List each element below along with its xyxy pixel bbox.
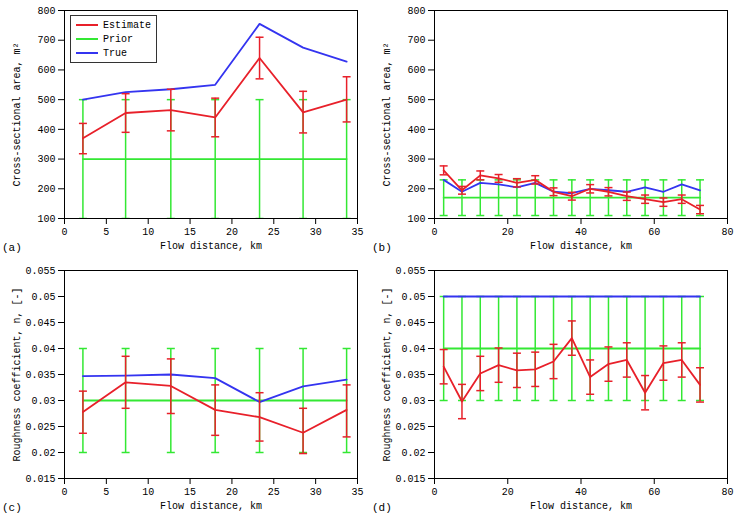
svg-text:0.055: 0.055 [395,266,425,277]
html-text:Estimate: Estimate [103,19,151,31]
svg-text:15: 15 [184,487,196,498]
svg-text:800: 800 [37,6,55,17]
svg-text:80: 80 [721,487,733,498]
svg-text:0.015: 0.015 [25,474,55,485]
svg-text:0: 0 [61,487,67,498]
html-text:(d): (d) [372,502,392,514]
svg-text:0.03: 0.03 [31,396,55,407]
svg-text:10: 10 [142,227,154,238]
svg-text:800: 800 [407,6,425,17]
html-text:(c): (c) [2,502,22,514]
svg-text:600: 600 [407,65,425,76]
svg-text:400: 400 [407,125,425,136]
svg-text:0: 0 [431,487,437,498]
svg-text:700: 700 [407,35,425,46]
svg-text:10: 10 [142,487,154,498]
svg-text:35: 35 [351,227,363,238]
svg-text:Cross-sectional area, m²: Cross-sectional area, m² [12,42,23,186]
svg-text:0.025: 0.025 [25,422,55,433]
svg-text:Flow distance, km: Flow distance, km [160,501,262,512]
svg-text:0.04: 0.04 [31,344,55,355]
svg-text:60: 60 [648,487,660,498]
svg-text:100: 100 [37,214,55,225]
svg-text:0.015: 0.015 [395,474,425,485]
html-text:(b): (b) [372,242,392,254]
svg-text:25: 25 [268,227,280,238]
svg-text:300: 300 [37,154,55,165]
svg-text:20: 20 [502,487,514,498]
svg-text:500: 500 [407,95,425,106]
svg-text:40: 40 [575,487,587,498]
svg-text:300: 300 [407,154,425,165]
svg-text:5: 5 [103,227,109,238]
svg-text:Flow distance, km: Flow distance, km [530,241,632,252]
svg-text:0.035: 0.035 [395,370,425,381]
svg-text:200: 200 [37,184,55,195]
svg-text:0.045: 0.045 [395,318,425,329]
svg-text:60: 60 [648,227,660,238]
svg-text:Flow distance, km: Flow distance, km [160,241,262,252]
svg-text:Flow distance, km: Flow distance, km [530,501,632,512]
svg-text:30: 30 [310,487,322,498]
svg-text:700: 700 [37,35,55,46]
svg-text:0.045: 0.045 [25,318,55,329]
svg-text:Cross-sectional area, m²: Cross-sectional area, m² [382,42,393,186]
svg-text:600: 600 [37,65,55,76]
svg-text:Roughness coefficient, n, [-]: Roughness coefficient, n, [-] [382,287,393,461]
svg-text:0.035: 0.035 [25,370,55,381]
svg-text:20: 20 [226,227,238,238]
svg-text:0.05: 0.05 [31,292,55,303]
svg-text:25: 25 [268,487,280,498]
svg-text:0: 0 [431,227,437,238]
svg-text:0.03: 0.03 [401,396,425,407]
svg-text:100: 100 [407,214,425,225]
svg-text:0.02: 0.02 [401,448,425,459]
svg-text:0.055: 0.055 [25,266,55,277]
svg-text:30: 30 [310,227,322,238]
html-text:True: True [103,47,127,59]
svg-text:35: 35 [351,487,363,498]
svg-text:Roughness coefficient, n, [-]: Roughness coefficient, n, [-] [12,287,23,461]
svg-text:20: 20 [226,487,238,498]
svg-text:0.05: 0.05 [401,292,425,303]
svg-text:5: 5 [103,487,109,498]
svg-text:15: 15 [184,227,196,238]
svg-text:0.025: 0.025 [395,422,425,433]
svg-text:80: 80 [721,227,733,238]
svg-text:0: 0 [61,227,67,238]
svg-text:500: 500 [37,95,55,106]
html-text:Prior: Prior [103,33,133,45]
svg-text:0.02: 0.02 [31,448,55,459]
svg-text:0.04: 0.04 [401,344,425,355]
svg-text:400: 400 [37,125,55,136]
svg-text:200: 200 [407,184,425,195]
svg-text:40: 40 [575,227,587,238]
html-text:(a): (a) [2,242,22,254]
svg-text:20: 20 [502,227,514,238]
